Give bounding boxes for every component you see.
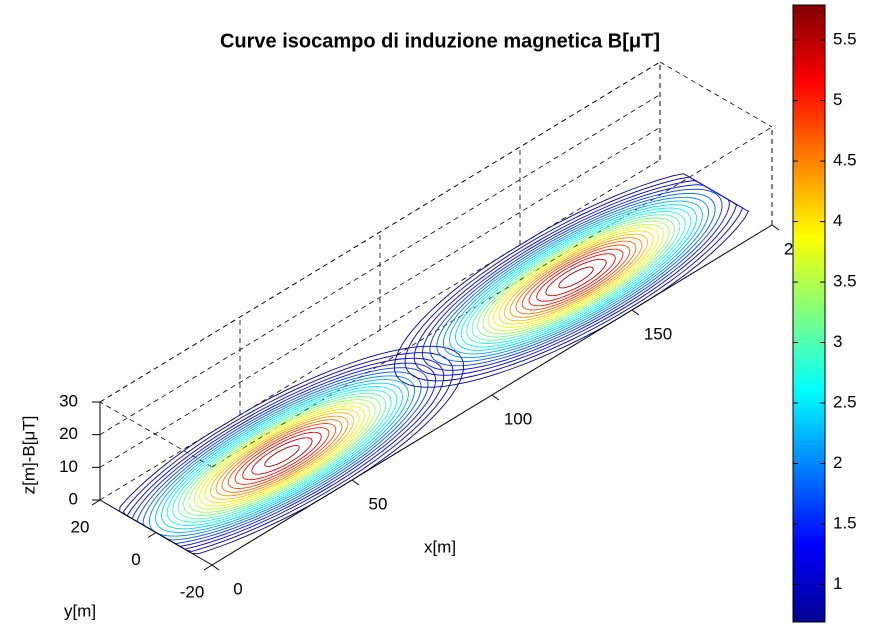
contour-line xyxy=(166,386,398,526)
contour-line xyxy=(251,437,313,475)
grid-line xyxy=(99,159,661,501)
contour-line xyxy=(221,419,343,493)
contour-line xyxy=(436,192,716,363)
contour-line xyxy=(242,431,322,481)
contour-line xyxy=(503,233,649,322)
contour-line xyxy=(558,266,594,289)
contour-line xyxy=(183,396,381,516)
z-tick-label: 0 xyxy=(69,489,78,508)
y-axis-label: y[m] xyxy=(64,601,96,620)
contour-line xyxy=(188,399,376,513)
grid-line xyxy=(99,61,661,403)
x-tick-label: 100 xyxy=(504,409,532,428)
z-axis-label: z[m]-B[μT] xyxy=(19,416,38,495)
contour-line xyxy=(429,188,723,367)
y-tick-label: 20 xyxy=(71,517,90,536)
y-tick xyxy=(147,532,157,538)
x-tick xyxy=(211,564,220,571)
contour-line xyxy=(177,392,387,520)
contour-line xyxy=(193,402,371,510)
contour-line xyxy=(227,423,337,489)
colorbar-tick-label: 2.5 xyxy=(833,393,857,412)
grid-line xyxy=(99,94,661,436)
contour-line xyxy=(455,204,697,351)
contour-line xyxy=(536,253,616,302)
contour-line xyxy=(264,445,300,467)
contour-line xyxy=(471,214,681,341)
contour-line xyxy=(442,196,710,359)
x-tick-label: 150 xyxy=(644,324,672,343)
colorbar-tick-label: 3.5 xyxy=(833,272,857,291)
contour-line xyxy=(521,244,631,311)
z-tick-label: 10 xyxy=(59,457,78,476)
z-tick-label: 30 xyxy=(59,391,78,410)
contour-line xyxy=(493,227,659,328)
z-tick-label: 20 xyxy=(59,424,78,443)
colorbar-tick-label: 1 xyxy=(833,574,842,593)
contour-line xyxy=(509,237,643,318)
contour-line xyxy=(528,248,624,307)
y-tick-label: -20 xyxy=(180,582,205,601)
contour-line xyxy=(204,408,360,504)
colorbar-tick-label: 1.5 xyxy=(833,513,857,532)
x-tick xyxy=(491,394,500,401)
x-tick-label: 0 xyxy=(233,579,242,598)
x-tick xyxy=(351,479,360,486)
colorbar: 1 1.5 2 2.5 3 3.5 4 4.5 5 5.5 xyxy=(792,4,857,623)
contour-line xyxy=(477,217,675,338)
contour-line xyxy=(498,230,654,325)
contour-line xyxy=(482,220,670,335)
colorbar-scale xyxy=(792,4,826,623)
colorbar-tick-label: 4 xyxy=(833,211,842,230)
contour-line xyxy=(172,389,392,523)
chart-title: Curve isocampo di induzione magnetica B[… xyxy=(220,30,660,52)
contour-line xyxy=(136,367,429,545)
x-tick xyxy=(631,309,640,316)
x-axis-label: x[m] xyxy=(424,537,456,556)
contour-line xyxy=(215,415,349,497)
contour-line xyxy=(404,176,744,382)
contour-line xyxy=(155,379,409,533)
contour-line xyxy=(487,223,665,332)
contour-line xyxy=(545,258,607,297)
box-edge xyxy=(659,61,773,128)
contour-line xyxy=(515,240,637,315)
y-tick xyxy=(91,499,101,506)
contour-line xyxy=(161,382,403,530)
colorbar-tick-label: 5.5 xyxy=(833,30,857,49)
colorbar-tick-label: 4.5 xyxy=(833,151,857,170)
contour-line xyxy=(393,173,750,388)
grid-line xyxy=(99,126,661,468)
contour-line xyxy=(209,412,355,500)
y-tick-label: 0 xyxy=(131,550,140,569)
x-tick-label: 50 xyxy=(369,494,388,513)
contour-line xyxy=(413,180,738,376)
contour-line xyxy=(199,405,365,507)
colorbar-tick-label: 5 xyxy=(833,90,842,109)
contour-line xyxy=(449,200,703,355)
colorbar-tick-label: 2 xyxy=(833,453,842,472)
contour-line xyxy=(466,211,686,344)
contour-line xyxy=(422,184,730,371)
y-tick xyxy=(203,564,213,571)
contour-line xyxy=(234,427,330,485)
contour-line xyxy=(119,345,465,555)
contour-line xyxy=(142,371,422,541)
contour-line xyxy=(460,207,692,348)
colorbar-tick-label: 3 xyxy=(833,332,842,351)
x-tick xyxy=(771,224,780,231)
